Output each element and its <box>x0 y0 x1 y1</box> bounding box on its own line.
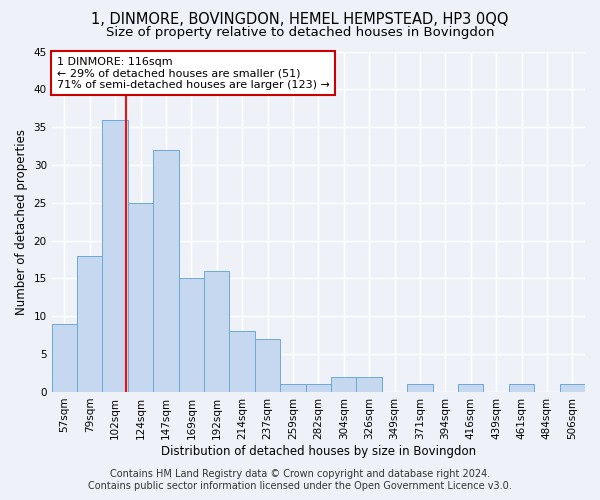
Text: Contains HM Land Registry data © Crown copyright and database right 2024.
Contai: Contains HM Land Registry data © Crown c… <box>88 470 512 491</box>
Bar <box>560 384 585 392</box>
Bar <box>458 384 484 392</box>
Bar <box>77 256 103 392</box>
Bar <box>509 384 534 392</box>
Bar <box>305 384 331 392</box>
Y-axis label: Number of detached properties: Number of detached properties <box>15 128 28 314</box>
Bar <box>356 377 382 392</box>
Bar <box>255 339 280 392</box>
Bar <box>153 150 179 392</box>
Bar <box>331 377 356 392</box>
Bar <box>103 120 128 392</box>
Bar <box>229 332 255 392</box>
Bar <box>179 278 204 392</box>
Bar <box>204 271 229 392</box>
Text: 1, DINMORE, BOVINGDON, HEMEL HEMPSTEAD, HP3 0QQ: 1, DINMORE, BOVINGDON, HEMEL HEMPSTEAD, … <box>91 12 509 28</box>
Bar <box>128 203 153 392</box>
Bar <box>52 324 77 392</box>
Text: 1 DINMORE: 116sqm
← 29% of detached houses are smaller (51)
71% of semi-detached: 1 DINMORE: 116sqm ← 29% of detached hous… <box>57 56 330 90</box>
Bar <box>407 384 433 392</box>
Text: Size of property relative to detached houses in Bovingdon: Size of property relative to detached ho… <box>106 26 494 39</box>
Bar <box>280 384 305 392</box>
X-axis label: Distribution of detached houses by size in Bovingdon: Distribution of detached houses by size … <box>161 444 476 458</box>
